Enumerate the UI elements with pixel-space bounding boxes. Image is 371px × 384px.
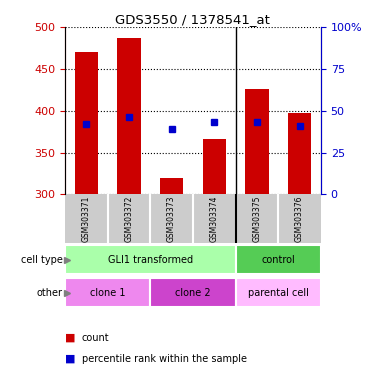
- Bar: [288, 113, 311, 194]
- Text: GSM303374: GSM303374: [210, 195, 219, 242]
- Text: ■: ■: [65, 333, 75, 343]
- Bar: [150, 278, 236, 308]
- Title: GDS3550 / 1378541_at: GDS3550 / 1378541_at: [115, 13, 270, 26]
- Text: GSM303376: GSM303376: [295, 195, 304, 242]
- Bar: [160, 178, 183, 194]
- Bar: [236, 278, 321, 308]
- Text: percentile rank within the sample: percentile rank within the sample: [82, 354, 247, 364]
- Bar: [65, 245, 236, 275]
- Bar: [75, 52, 98, 194]
- Text: clone 1: clone 1: [90, 288, 125, 298]
- Text: GSM303375: GSM303375: [252, 195, 262, 242]
- Text: cell type: cell type: [21, 255, 63, 265]
- Text: GLI1 transformed: GLI1 transformed: [108, 255, 193, 265]
- Bar: [245, 89, 269, 194]
- Text: GSM303372: GSM303372: [124, 195, 134, 242]
- Bar: [236, 245, 321, 275]
- Text: control: control: [262, 255, 295, 265]
- Bar: [65, 278, 150, 308]
- Bar: [117, 38, 141, 194]
- Text: count: count: [82, 333, 109, 343]
- Text: other: other: [37, 288, 63, 298]
- Text: GSM303371: GSM303371: [82, 195, 91, 242]
- Text: GSM303373: GSM303373: [167, 195, 176, 242]
- Bar: [203, 139, 226, 194]
- Text: parental cell: parental cell: [248, 288, 309, 298]
- Text: clone 2: clone 2: [175, 288, 211, 298]
- Text: ■: ■: [65, 354, 75, 364]
